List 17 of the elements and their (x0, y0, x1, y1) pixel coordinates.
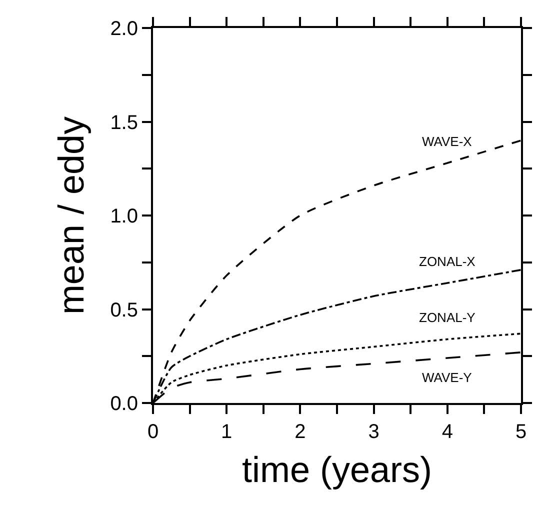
series-label: WAVE-X (422, 134, 472, 149)
series-label: ZONAL-Y (419, 310, 476, 325)
y-tick-label: 1.5 (110, 112, 138, 134)
x-tick-label: 2 (294, 421, 306, 443)
y-tick-label: 1.0 (110, 206, 138, 228)
x-tick-label: 3 (368, 421, 380, 443)
x-tick-label: 4 (442, 421, 453, 443)
x-axis-title: time (years) (242, 449, 432, 490)
series-label: ZONAL-X (419, 254, 476, 269)
x-tick-label: 0 (147, 421, 159, 443)
x-tick-label: 5 (515, 421, 527, 443)
y-axis-title: mean / eddy (50, 116, 92, 315)
x-tick-label: 1 (221, 421, 232, 443)
y-tick-label: 2.0 (110, 18, 138, 40)
y-tick-label: 0.0 (110, 393, 138, 415)
y-tick-label: 0.5 (110, 299, 138, 322)
series-label: WAVE-Y (422, 370, 472, 385)
